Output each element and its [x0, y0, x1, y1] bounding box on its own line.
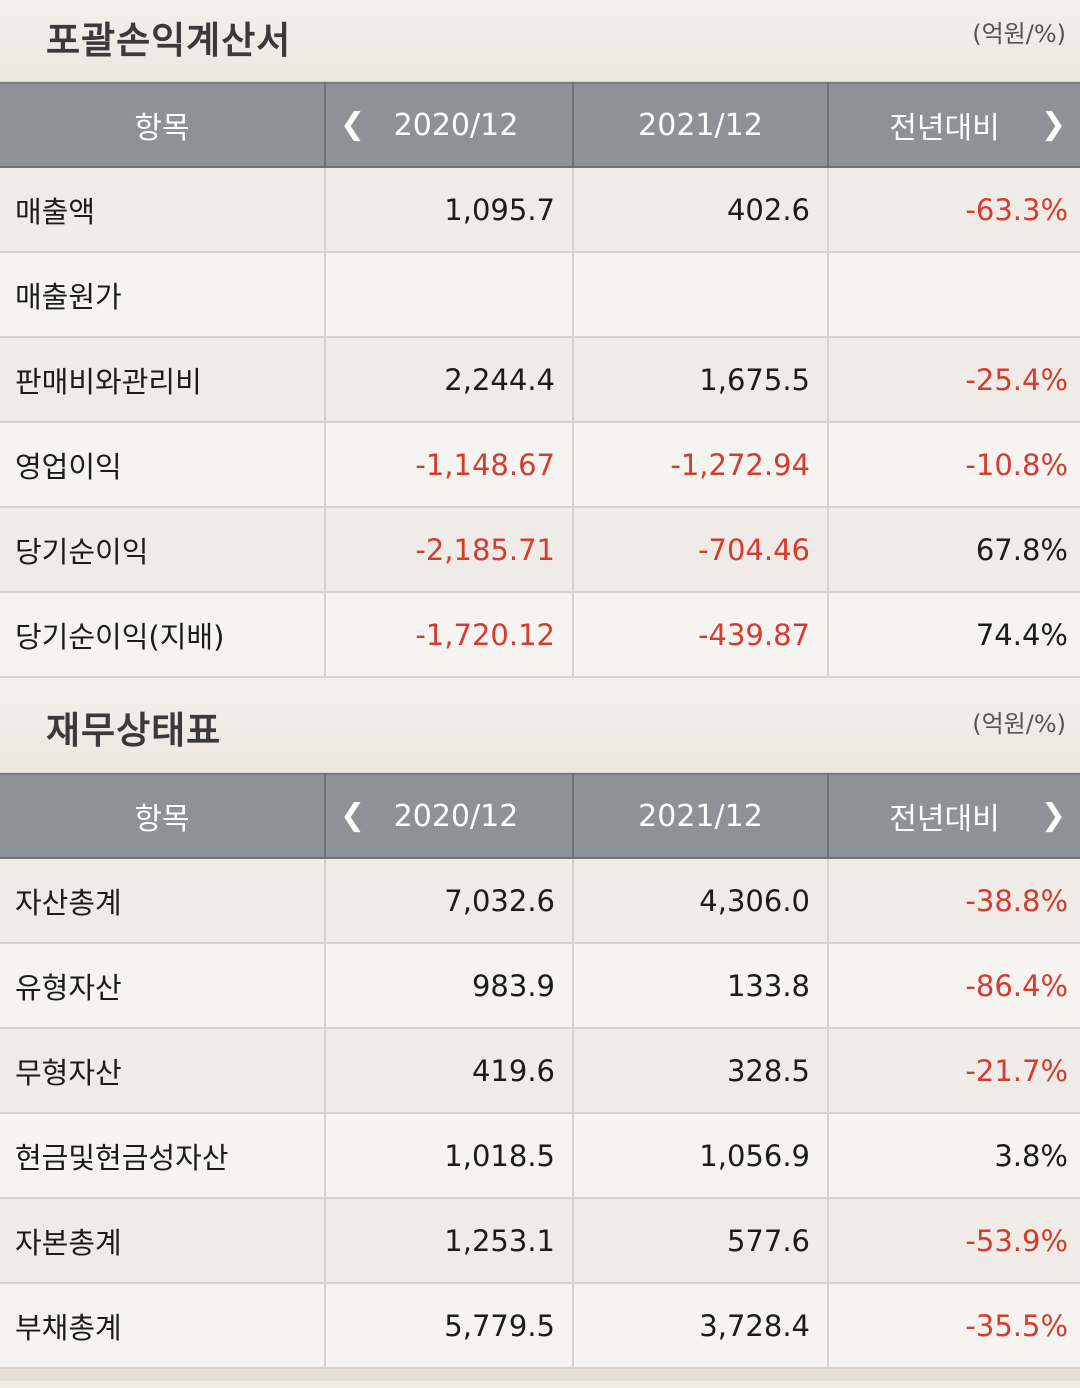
table-row: 당기순이익 -2,185.71 -704.46 67.8% — [0, 507, 1080, 593]
row-label: 부채총계 — [0, 1283, 326, 1369]
value-2021: -439.87 — [573, 592, 829, 678]
row-label: 매출액 — [0, 167, 326, 253]
value-yoy: 74.4% — [828, 592, 1080, 678]
row-label: 매출원가 — [0, 252, 326, 338]
balance-sheet-body: 자산총계 7,032.6 4,306.0 -38.8% 유형자산 983.9 1… — [0, 858, 1080, 1369]
column-header-yoy: 전년대비 ❯ — [827, 773, 1080, 859]
value-2020: 2,244.4 — [325, 337, 574, 423]
column-header-year2: 2021/12 — [572, 82, 829, 168]
balance-sheet-title: 재무상태표 — [46, 709, 222, 752]
row-label: 무형자산 — [0, 1028, 326, 1114]
value-2021: 402.6 — [573, 167, 829, 253]
value-2020: 7,032.6 — [325, 858, 574, 944]
value-yoy: -25.4% — [828, 337, 1080, 423]
value-2021: -1,272.94 — [573, 422, 829, 508]
table-row: 부채총계 5,779.5 3,728.4 -35.5% — [0, 1283, 1080, 1369]
table-header-row: 항목 ❮ 2020/12 2021/12 전년대비 ❯ — [0, 773, 1080, 859]
row-label: 유형자산 — [0, 943, 326, 1029]
chevron-left-icon[interactable]: ❮ — [340, 798, 366, 833]
value-yoy: -10.8% — [828, 422, 1080, 508]
income-statement-title: 포괄손익계산서 — [46, 19, 292, 62]
table-row: 영업이익 -1,148.67 -1,272.94 -10.8% — [0, 422, 1080, 508]
value-2020: -1,148.67 — [325, 422, 574, 508]
value-2021: 4,306.0 — [573, 858, 829, 944]
column-header-item: 항목 — [0, 773, 326, 859]
value-2020: -1,720.12 — [325, 592, 574, 678]
value-2020: 1,095.7 — [325, 167, 574, 253]
row-label: 영업이익 — [0, 422, 326, 508]
value-2020: 5,779.5 — [325, 1283, 574, 1369]
table-row: 매출원가 — [0, 252, 1080, 338]
value-2021: 577.6 — [573, 1198, 829, 1284]
row-label: 당기순이익(지배) — [0, 592, 326, 678]
value-2021 — [573, 252, 829, 338]
value-2021: -704.46 — [573, 507, 829, 593]
table-row: 매출액 1,095.7 402.6 -63.3% — [0, 167, 1080, 253]
income-statement-table: 항목 ❮ 2020/12 2021/12 전년대비 ❯ 매출액 1,095.7 … — [0, 82, 1080, 678]
table-row: 당기순이익(지배) -1,720.12 -439.87 74.4% — [0, 592, 1080, 678]
value-yoy: -86.4% — [828, 943, 1080, 1029]
bottom-divider — [0, 1369, 1080, 1381]
column-header-item: 항목 — [0, 82, 326, 168]
row-label: 판매비와관리비 — [0, 337, 326, 423]
value-2020: 419.6 — [325, 1028, 574, 1114]
chevron-right-icon[interactable]: ❯ — [1040, 107, 1066, 142]
column-header-year1: ❮ 2020/12 — [324, 773, 574, 859]
value-yoy: 3.8% — [828, 1113, 1080, 1199]
income-statement-header: 포괄손익계산서 (억원/%) — [0, 0, 1080, 82]
value-2020: 1,253.1 — [325, 1198, 574, 1284]
value-2021: 133.8 — [573, 943, 829, 1029]
column-header-year1: ❮ 2020/12 — [324, 82, 574, 168]
income-statement-body: 매출액 1,095.7 402.6 -63.3% 매출원가 판매비와관리비 2,… — [0, 167, 1080, 678]
row-label: 자산총계 — [0, 858, 326, 944]
row-label: 현금및현금성자산 — [0, 1113, 326, 1199]
table-row: 자산총계 7,032.6 4,306.0 -38.8% — [0, 858, 1080, 944]
value-2021: 328.5 — [573, 1028, 829, 1114]
balance-sheet-header: 재무상태표 (억원/%) — [0, 678, 1080, 773]
value-2020: 983.9 — [325, 943, 574, 1029]
chevron-right-icon[interactable]: ❯ — [1040, 798, 1066, 833]
table-row: 현금및현금성자산 1,018.5 1,056.9 3.8% — [0, 1113, 1080, 1199]
value-yoy: -63.3% — [828, 167, 1080, 253]
row-label: 당기순이익 — [0, 507, 326, 593]
value-2021: 3,728.4 — [573, 1283, 829, 1369]
table-row: 무형자산 419.6 328.5 -21.7% — [0, 1028, 1080, 1114]
row-label: 자본총계 — [0, 1198, 326, 1284]
value-yoy: -53.9% — [828, 1198, 1080, 1284]
value-2020: 1,018.5 — [325, 1113, 574, 1199]
value-2020 — [325, 252, 574, 338]
table-row: 자본총계 1,253.1 577.6 -53.9% — [0, 1198, 1080, 1284]
value-yoy — [828, 252, 1080, 338]
balance-sheet-table: 항목 ❮ 2020/12 2021/12 전년대비 ❯ 자산총계 7,032.6… — [0, 773, 1080, 1369]
value-yoy: 67.8% — [828, 507, 1080, 593]
column-header-year2: 2021/12 — [572, 773, 829, 859]
value-2021: 1,675.5 — [573, 337, 829, 423]
column-header-yoy: 전년대비 ❯ — [827, 82, 1080, 168]
value-2020: -2,185.71 — [325, 507, 574, 593]
chevron-left-icon[interactable]: ❮ — [340, 107, 366, 142]
value-yoy: -21.7% — [828, 1028, 1080, 1114]
value-yoy: -38.8% — [828, 858, 1080, 944]
value-2021: 1,056.9 — [573, 1113, 829, 1199]
table-header-row: 항목 ❮ 2020/12 2021/12 전년대비 ❯ — [0, 82, 1080, 168]
balance-sheet-unit: (억원/%) — [972, 710, 1066, 738]
table-row: 판매비와관리비 2,244.4 1,675.5 -25.4% — [0, 337, 1080, 423]
value-yoy: -35.5% — [828, 1283, 1080, 1369]
table-row: 유형자산 983.9 133.8 -86.4% — [0, 943, 1080, 1029]
income-statement-unit: (억원/%) — [972, 20, 1066, 48]
